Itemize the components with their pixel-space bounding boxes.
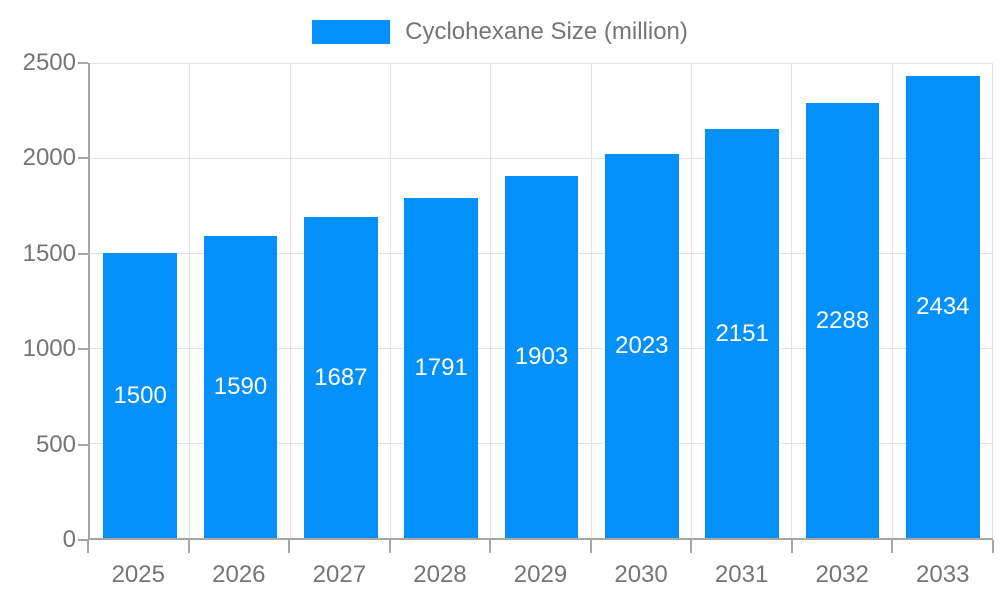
bar-value-label: 1500 — [113, 381, 167, 409]
x-tick-mark — [489, 540, 492, 553]
x-tick-mark — [891, 540, 894, 553]
x-tick-label: 2029 — [513, 561, 568, 588]
x-tick-label: 2026 — [212, 561, 266, 588]
legend-swatch-icon — [312, 20, 391, 44]
bar-2031[interactable]: 2151 — [705, 129, 780, 538]
x-tick-label: 2028 — [413, 561, 467, 588]
gridline-vertical — [189, 63, 191, 538]
x-tick-mark — [992, 540, 994, 553]
bar-value-label: 1791 — [414, 353, 468, 381]
x-tick-label: 2027 — [312, 561, 367, 588]
bar-2032[interactable]: 2288 — [805, 103, 880, 538]
y-tick-label: 0 — [62, 526, 76, 553]
x-tick-label: 2033 — [916, 561, 970, 588]
bar-2030[interactable]: 2023 — [604, 153, 679, 538]
gridline-vertical — [289, 63, 291, 538]
y-tick-mark — [78, 157, 88, 160]
gridline-vertical — [891, 63, 893, 538]
plot-area: 1500 1590 1687 1791 1903 2023 2151 2288 2434 — [88, 63, 993, 540]
x-tick-label: 2031 — [714, 561, 769, 588]
bar-2025[interactable]: 1500 — [103, 253, 178, 538]
gridline-horizontal — [90, 158, 993, 159]
y-tick-label: 2500 — [22, 49, 76, 76]
legend[interactable]: Cyclohexane Size (million) — [0, 18, 1000, 46]
bar-2026[interactable]: 1590 — [203, 235, 278, 538]
bar-2027[interactable]: 1687 — [303, 217, 378, 538]
gridline-vertical — [590, 63, 592, 538]
y-axis-ticks — [78, 62, 88, 541]
bar-value-label: 2434 — [916, 292, 970, 320]
x-tick-mark — [187, 540, 190, 553]
legend-label: Cyclohexane Size (million) — [405, 18, 688, 45]
bar-value-label: 2288 — [815, 306, 870, 334]
y-tick-mark — [78, 348, 88, 351]
x-tick-label: 2032 — [815, 561, 869, 588]
gridline-vertical — [690, 63, 692, 538]
y-tick-label: 1500 — [22, 239, 76, 267]
bar-value-label: 2023 — [615, 331, 669, 359]
y-tick-mark — [78, 539, 88, 541]
bar-2028[interactable]: 1791 — [404, 197, 479, 538]
y-tick-label: 1000 — [22, 335, 76, 363]
bar-value-label: 2151 — [715, 319, 769, 347]
y-tick-mark — [78, 443, 88, 446]
y-tick-label: 2000 — [22, 144, 76, 172]
gridline-vertical — [791, 63, 793, 538]
x-tick-mark — [589, 540, 592, 553]
gridline-horizontal — [90, 63, 993, 64]
bar-2033[interactable]: 2434 — [905, 75, 980, 538]
x-tick-mark — [790, 540, 793, 553]
bar-value-label: 1903 — [514, 343, 569, 371]
x-tick-label: 2030 — [614, 561, 668, 588]
bar-2029[interactable]: 1903 — [504, 176, 579, 538]
x-tick-mark — [87, 540, 89, 553]
x-tick-mark — [288, 540, 291, 553]
y-tick-mark — [78, 252, 88, 255]
bar-value-label: 1687 — [314, 363, 368, 391]
y-axis: 0 500 1000 1500 2000 2500 — [0, 51, 76, 552]
x-tick-mark — [388, 540, 391, 553]
x-tick-label: 2025 — [111, 561, 165, 588]
gridline-vertical — [490, 63, 492, 538]
gridline-vertical — [389, 63, 391, 538]
bar-value-label: 1590 — [213, 372, 268, 400]
x-axis: 2025 2026 2027 2028 2029 2030 2031 2032 2033 — [88, 561, 993, 591]
x-axis-ticks — [87, 540, 994, 553]
y-tick-label: 500 — [35, 430, 76, 458]
y-tick-mark — [78, 62, 88, 64]
x-tick-mark — [690, 540, 693, 553]
gridline-vertical — [992, 63, 993, 538]
